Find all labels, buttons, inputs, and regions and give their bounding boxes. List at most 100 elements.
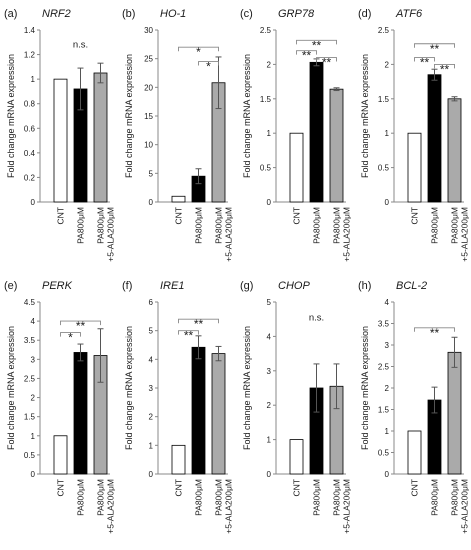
y-tick-label: 0	[267, 198, 272, 207]
x-tick-label-line: CNT	[174, 479, 184, 496]
significance-marker: *	[196, 45, 201, 59]
x-tick-label-line: PA800μM	[312, 479, 322, 516]
x-tick-label-line: +5-ALA200μM	[106, 207, 116, 262]
panel-grp78: (c) GRP78 Fold change mRNA expression 0 0.5 1…	[240, 8, 352, 262]
y-tick-label: 0.4	[24, 149, 36, 158]
x-tick-label: CNT	[174, 207, 184, 224]
x-tick-label: PA800μM	[430, 207, 440, 244]
panel-label: (h)	[358, 280, 371, 292]
x-tick-label-line: +5-ALA200μM	[342, 479, 352, 534]
gene-title: CHOP	[278, 280, 310, 292]
x-tick-label-line: CNT	[292, 479, 302, 496]
significance-bracket	[316, 57, 337, 62]
y-tick-label: 1	[267, 436, 272, 445]
y-tick-label: 0	[149, 198, 154, 207]
y-tick-label: 1.5	[378, 95, 390, 104]
y-tick-label: 3	[385, 341, 390, 350]
x-tick-label: PA800μM+5-ALA200μM	[450, 479, 470, 534]
y-tick-label: 0	[385, 470, 390, 479]
x-tick-label-line: CNT	[410, 479, 420, 496]
x-tick-label: PA800μM	[76, 207, 86, 244]
ns-annotation: n.s.	[309, 312, 324, 323]
bar-pa800	[309, 61, 324, 203]
x-tick-label-line: +5-ALA200μM	[342, 207, 352, 262]
y-axis-label: Fold change mRNA expression	[242, 326, 252, 450]
significance-marker: **	[440, 62, 450, 76]
panel-label: (b)	[122, 8, 135, 20]
y-tick-label: 0.6	[24, 124, 36, 133]
significance-bracket	[60, 332, 81, 337]
bar-pa800-ala200	[447, 351, 462, 475]
gene-title: GRP78	[278, 8, 315, 20]
y-tick-label: 0.5	[260, 164, 272, 173]
y-tick-label: 4	[385, 298, 390, 307]
y-axis-label: Fold change mRNA expression	[124, 326, 134, 450]
x-tick-label: PA800μM+5-ALA200μM	[96, 479, 116, 534]
panel-label: (g)	[240, 280, 253, 292]
y-tick-label: 0	[31, 470, 36, 479]
panel-label: (c)	[240, 8, 253, 20]
y-axis-label: Fold change mRNA expression	[124, 54, 134, 178]
x-tick-label-line: CNT	[410, 207, 420, 224]
significance-marker: **	[184, 329, 194, 343]
y-tick-label: 2.5	[260, 26, 272, 35]
x-tick-label-line: PA800μM	[96, 479, 106, 516]
y-tick-label: 1.4	[24, 26, 36, 35]
significance-marker: **	[322, 56, 332, 70]
y-tick-label: 2.5	[378, 26, 390, 35]
significance-marker: **	[312, 38, 322, 52]
x-tick-label-line: +5-ALA200μM	[460, 207, 470, 262]
y-tick-label: 4.5	[24, 298, 36, 307]
x-tick-label: PA800μM	[194, 207, 204, 244]
y-tick-label: 4	[31, 317, 36, 326]
x-tick-label: PA800μM	[76, 479, 86, 516]
y-tick-label: 2	[267, 401, 272, 410]
significance-bracket	[178, 318, 219, 324]
gene-title: IRE1	[160, 280, 184, 292]
x-tick-label: CNT	[292, 479, 302, 496]
y-tick-label: 2	[267, 60, 272, 69]
bar-pa800	[427, 74, 442, 203]
y-tick-label: 5	[149, 327, 154, 336]
panel-bcl-2: (h) BCL-2 Fold change mRNA expression 0 0.5 1…	[358, 280, 470, 534]
x-tick-label-line: +5-ALA200μM	[460, 479, 470, 534]
x-tick-label: PA800μM+5-ALA200μM	[214, 207, 234, 262]
x-tick-label-line: PA800μM	[332, 207, 342, 244]
x-tick-label: CNT	[56, 207, 66, 224]
significance-bracket	[414, 57, 435, 62]
bar-pa800-ala200	[447, 98, 462, 203]
y-tick-label: 0.5	[24, 451, 36, 460]
significance-marker: **	[76, 319, 86, 333]
ns-annotation: n.s.	[73, 40, 88, 51]
x-tick-label-line: PA800μM	[450, 479, 460, 516]
significance-bracket	[296, 50, 317, 55]
y-tick-label: 5	[267, 298, 272, 307]
y-tick-label: 2	[385, 384, 390, 393]
y-tick-label: 2	[149, 413, 154, 422]
x-tick-label: PA800μM+5-ALA200μM	[332, 479, 352, 534]
x-tick-label-line: PA800μM	[76, 207, 86, 244]
y-tick-label: 3	[267, 367, 272, 376]
significance-bracket	[414, 327, 455, 332]
y-tick-label: 1.5	[378, 406, 390, 415]
panel-perk: (e) PERK Fold change mRNA expression 0 0.5 1 1…	[4, 280, 116, 534]
x-tick-label-line: CNT	[174, 207, 184, 224]
panel-label: (d)	[358, 8, 371, 20]
x-tick-label-line: +5-ALA200μM	[106, 479, 116, 534]
x-tick-label: PA800μM+5-ALA200μM	[450, 207, 470, 262]
x-tick-label-line: PA800μM	[76, 479, 86, 516]
y-tick-label: 0	[267, 470, 272, 479]
significance-bracket	[434, 63, 455, 69]
y-axis-label: Fold change mRNA expression	[6, 326, 16, 450]
y-axis-label: Fold change mRNA expression	[242, 54, 252, 178]
bar-pa800-ala200	[329, 88, 344, 203]
x-tick-label-line: PA800μM	[312, 207, 322, 244]
y-tick-label: 2.5	[378, 363, 390, 372]
y-tick-label: 2	[385, 60, 390, 69]
y-tick-label: 0.2	[24, 173, 36, 182]
significance-marker: **	[194, 317, 204, 331]
y-tick-label: 1	[31, 432, 36, 441]
x-tick-label: PA800μM+5-ALA200μM	[332, 207, 352, 262]
y-axis-label: Fold change mRNA expression	[6, 54, 16, 178]
significance-bracket	[60, 320, 101, 326]
